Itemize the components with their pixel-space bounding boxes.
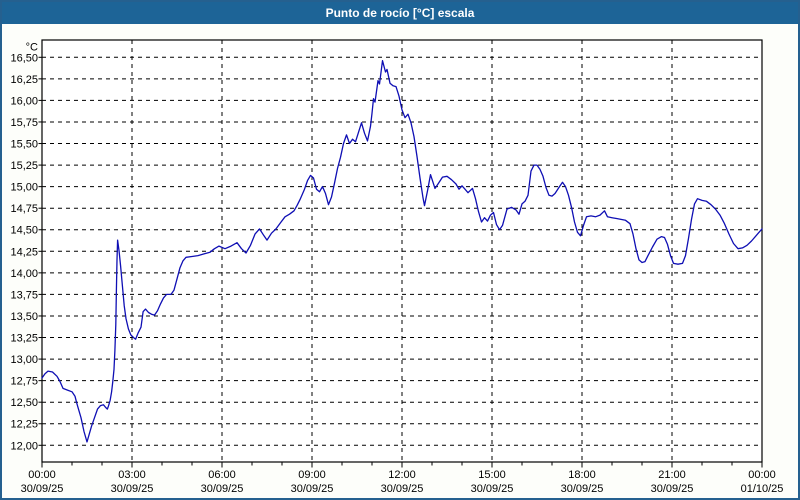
x-tick-time-label: 12:00: [388, 469, 416, 481]
x-tick-time-label: 18:00: [568, 469, 596, 481]
x-tick-date-label: 30/09/25: [21, 483, 64, 495]
y-tick-label: 13,00: [10, 354, 38, 366]
y-tick-label: 15,75: [10, 117, 38, 129]
x-tick-time-label: 00:00: [28, 469, 56, 481]
x-tick-time-label: 00:00: [748, 469, 776, 481]
y-tick-label: 16,50: [10, 52, 38, 64]
y-tick-label: 13,75: [10, 289, 38, 301]
title-bar: Punto de rocío [°C] escala: [2, 2, 798, 24]
window-title: Punto de rocío [°C] escala: [325, 6, 475, 20]
data-line: [41, 60, 763, 443]
y-tick-label: 14,25: [10, 246, 38, 258]
x-tick-date-label: 30/09/25: [111, 483, 154, 495]
y-tick-label: 12,75: [10, 376, 38, 388]
x-tick-date-label: 30/09/25: [651, 483, 694, 495]
y-tick-label: 12,00: [10, 440, 38, 452]
y-tick-label: 12,25: [10, 419, 38, 431]
y-tick-label: 13,50: [10, 311, 38, 323]
x-tick-time-label: 03:00: [118, 469, 146, 481]
x-tick-date-label: 30/09/25: [201, 483, 244, 495]
y-tick-label: 15,25: [10, 160, 38, 172]
x-tick-date-label: 30/09/25: [381, 483, 424, 495]
y-tick-label: 16,00: [10, 95, 38, 107]
x-tick-date-label: 30/09/25: [471, 483, 514, 495]
y-tick-label: 15,50: [10, 139, 38, 151]
y-tick-label: 16,25: [10, 74, 38, 86]
y-tick-label: 15,00: [10, 182, 38, 194]
y-tick-label: 14,75: [10, 203, 38, 215]
x-tick-time-label: 21:00: [658, 469, 686, 481]
x-tick-date-label: 30/09/25: [561, 483, 604, 495]
y-axis-unit-label: °C: [26, 41, 38, 53]
x-tick-time-label: 06:00: [208, 469, 236, 481]
x-tick-date-label: 01/10/25: [741, 483, 784, 495]
y-tick-label: 14,00: [10, 268, 38, 280]
y-tick-label: 12,50: [10, 397, 38, 409]
x-tick-date-label: 30/09/25: [291, 483, 334, 495]
y-tick-label: 14,50: [10, 225, 38, 237]
y-tick-label: 13,25: [10, 333, 38, 345]
x-tick-time-label: 09:00: [298, 469, 326, 481]
x-tick-time-label: 15:00: [478, 469, 506, 481]
plot-border: [41, 39, 763, 463]
